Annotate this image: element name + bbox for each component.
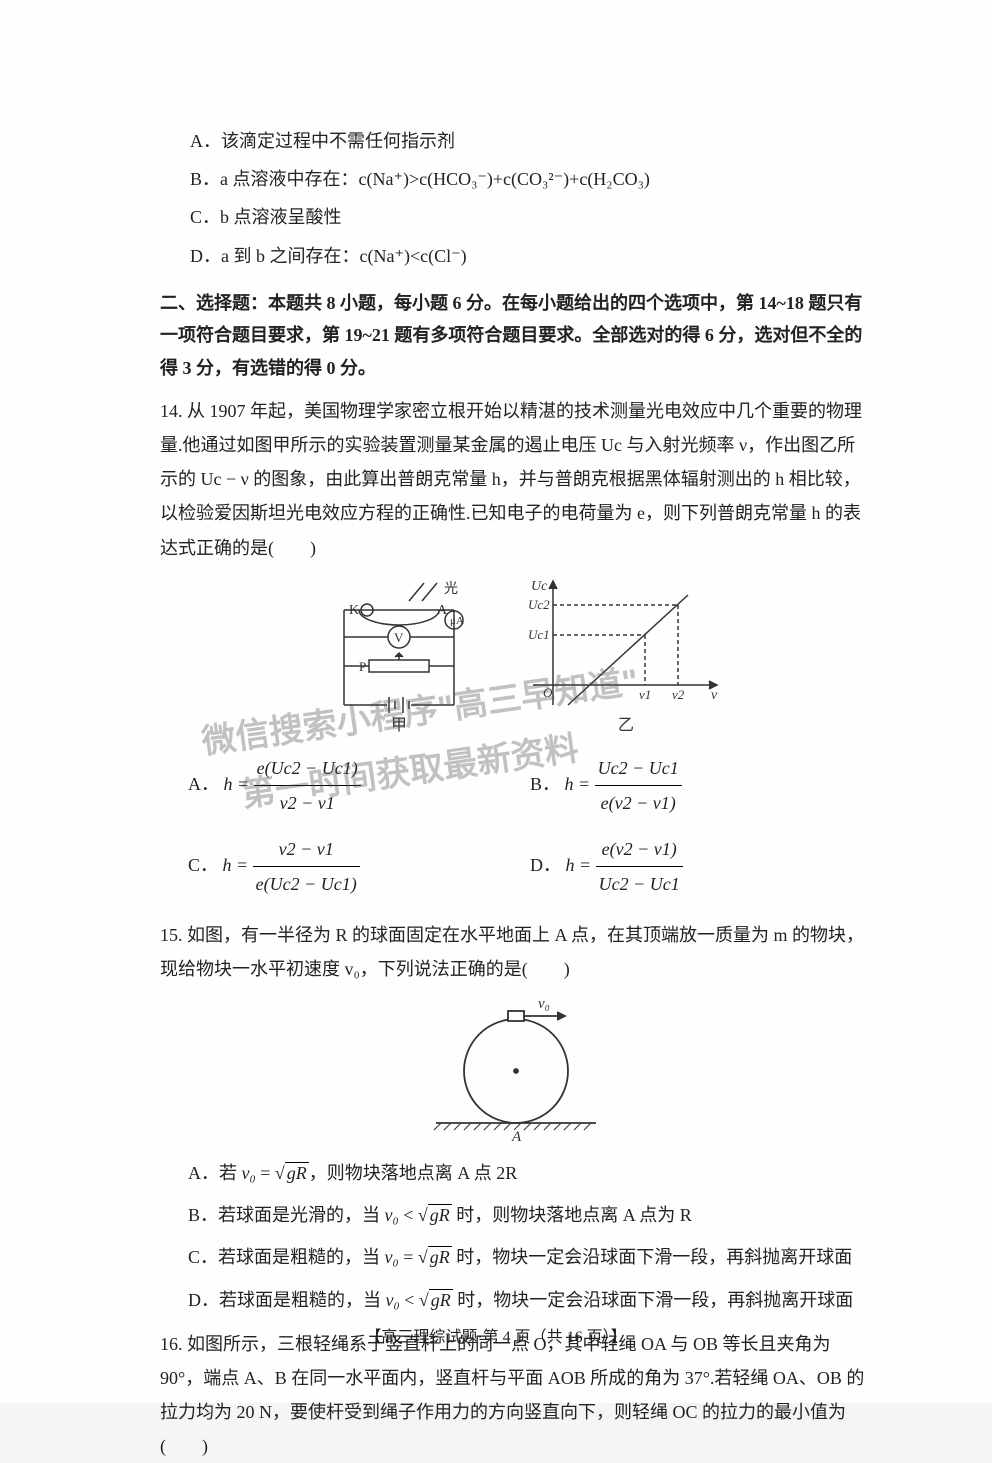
q14-stem: 从 1907 年起，美国物理学家密立根开始以精湛的技术测量光电效应中几个重要的物… [160, 401, 862, 558]
q14-figures: 光 K A μA V P [160, 575, 872, 735]
svg-text:Uc1: Uc1 [528, 627, 550, 642]
q14-option-a: A． h = e(Uc2 − Uc1)ν2 − ν1 [188, 751, 530, 820]
svg-text:ν1: ν1 [639, 687, 651, 702]
question-14: 14. 从 1907 年起，美国物理学家密立根开始以精湛的技术测量光电效应中几个… [160, 394, 872, 565]
q15-option-b: B．若球面是光滑的，当 v₀ < √gR 时，则物块落地点离 A 点为 R [188, 1198, 872, 1232]
prev-option-c: C．b 点溶液呈酸性 [190, 200, 872, 234]
q14-option-d: D． h = e(ν2 − ν1)Uc2 − Uc1 [530, 832, 872, 901]
svg-text:v₀: v₀ [538, 996, 550, 1012]
q14-option-c: C． h = ν2 − ν1e(Uc2 − Uc1) [188, 832, 530, 901]
page-footer: 【高三理综试题·第 4 页（共 16 页）】 [0, 1323, 992, 1353]
q15-options: A．若 v₀ = √gR，则物块落地点离 A 点 2R B．若球面是光滑的，当 … [188, 1156, 872, 1317]
q15-figure: v₀ A [160, 996, 872, 1146]
fig-label-jia: 甲 [391, 717, 407, 734]
q14-option-b: B． h = Uc2 − Uc1e(ν2 − ν1) [530, 751, 872, 820]
q15-option-c: C．若球面是粗糙的，当 v₀ = √gR 时，物块一定会沿球面下滑一段，再斜抛离… [188, 1240, 872, 1274]
q14-options: A． h = e(Uc2 − Uc1)ν2 − ν1 B． h = Uc2 − … [188, 745, 872, 908]
q14-num: 14. [160, 401, 183, 421]
fig-label-yi: 乙 [618, 717, 634, 734]
svg-text:μA: μA [450, 615, 464, 627]
q15-num: 15. [160, 925, 183, 945]
svg-text:ν: ν [711, 688, 718, 703]
section-2-header: 二、选择题：本题共 8 小题，每小题 6 分。在每小题给出的四个选项中，第 14… [160, 287, 872, 384]
prev-option-b: B．a 点溶液中存在：c(Na⁺)>c(HCO₃⁻)+c(CO₃²⁻)+c(H₂… [190, 162, 872, 196]
svg-text:O: O [543, 685, 553, 700]
svg-text:ν2: ν2 [672, 687, 685, 702]
svg-text:V: V [394, 630, 404, 645]
exam-page: A．该滴定过程中不需任何指示剂 B．a 点溶液中存在：c(Na⁺)>c(HCO₃… [0, 0, 992, 1403]
svg-text:光: 光 [444, 581, 458, 597]
prev-option-a: A．该滴定过程中不需任何指示剂 [190, 124, 872, 158]
question-15: 15. 如图，有一半径为 R 的球面固定在水平地面上 A 点，在其顶端放一质量为… [160, 918, 872, 986]
svg-text:A: A [511, 1129, 522, 1145]
svg-text:Uc: Uc [531, 579, 548, 594]
prev-option-d: D．a 到 b 之间存在：c(Na⁺)<c(Cl⁻) [190, 239, 872, 273]
svg-text:Uc2: Uc2 [528, 597, 550, 612]
q14-circuit-diagram: 光 K A μA V P [309, 575, 479, 735]
q14-graph: Uc ν O Uc2 Uc1 ν1 ν2 乙 [523, 575, 723, 735]
q15-stem: 如图，有一半径为 R 的球面固定在水平地面上 A 点，在其顶端放一质量为 m 的… [160, 925, 864, 979]
q15-option-d: D．若球面是粗糙的，当 v₀ < √gR 时，物块一定会沿球面下滑一段，再斜抛离… [188, 1283, 872, 1317]
q15-option-a: A．若 v₀ = √gR，则物块落地点离 A 点 2R [188, 1156, 872, 1190]
